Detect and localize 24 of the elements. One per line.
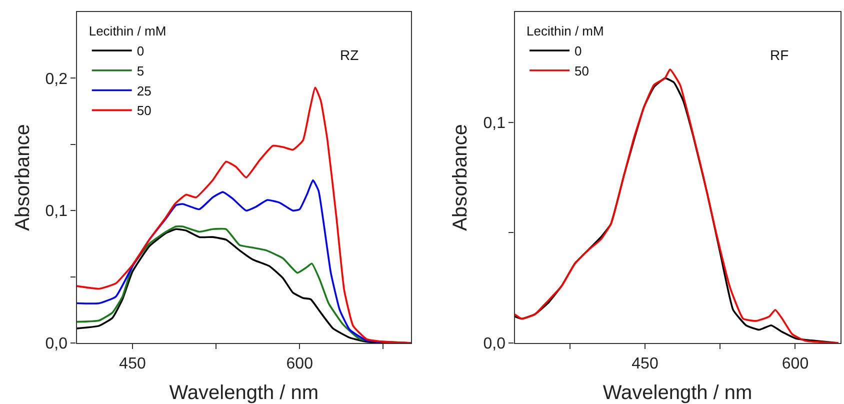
y-tick-label: 0,1: [483, 114, 506, 132]
legend-title: Lecithin / mM: [526, 24, 604, 39]
y-tick-label: 0,1: [45, 203, 68, 220]
legend-label: 25: [136, 83, 152, 98]
y-axis-title: Absorbance: [12, 124, 34, 231]
y-tick-label: 0,0: [483, 336, 506, 353]
legend-title: Lecithin / mM: [88, 24, 166, 39]
legend-label: 50: [136, 103, 152, 118]
y-tick-label: 0,0: [45, 336, 68, 353]
y-tick-label: 0,2: [45, 70, 68, 88]
x-tick-label: 600: [286, 355, 314, 372]
legend-label: 0: [574, 44, 582, 59]
legend-label: 5: [136, 63, 144, 78]
x-axis-title: Wavelength / nm: [602, 382, 752, 404]
legend-label: 0: [136, 44, 144, 59]
x-tick-label: 450: [119, 355, 146, 372]
y-axis-title: Absorbance: [450, 124, 472, 231]
annotation: RZ: [340, 47, 360, 63]
x-axis-title: Wavelength / nm: [169, 382, 319, 404]
annotation: RF: [770, 47, 789, 63]
legend-label: 50: [574, 63, 590, 78]
line-series: [76, 86, 412, 343]
x-tick-label: 600: [782, 355, 809, 372]
x-tick-label: 450: [632, 355, 658, 372]
